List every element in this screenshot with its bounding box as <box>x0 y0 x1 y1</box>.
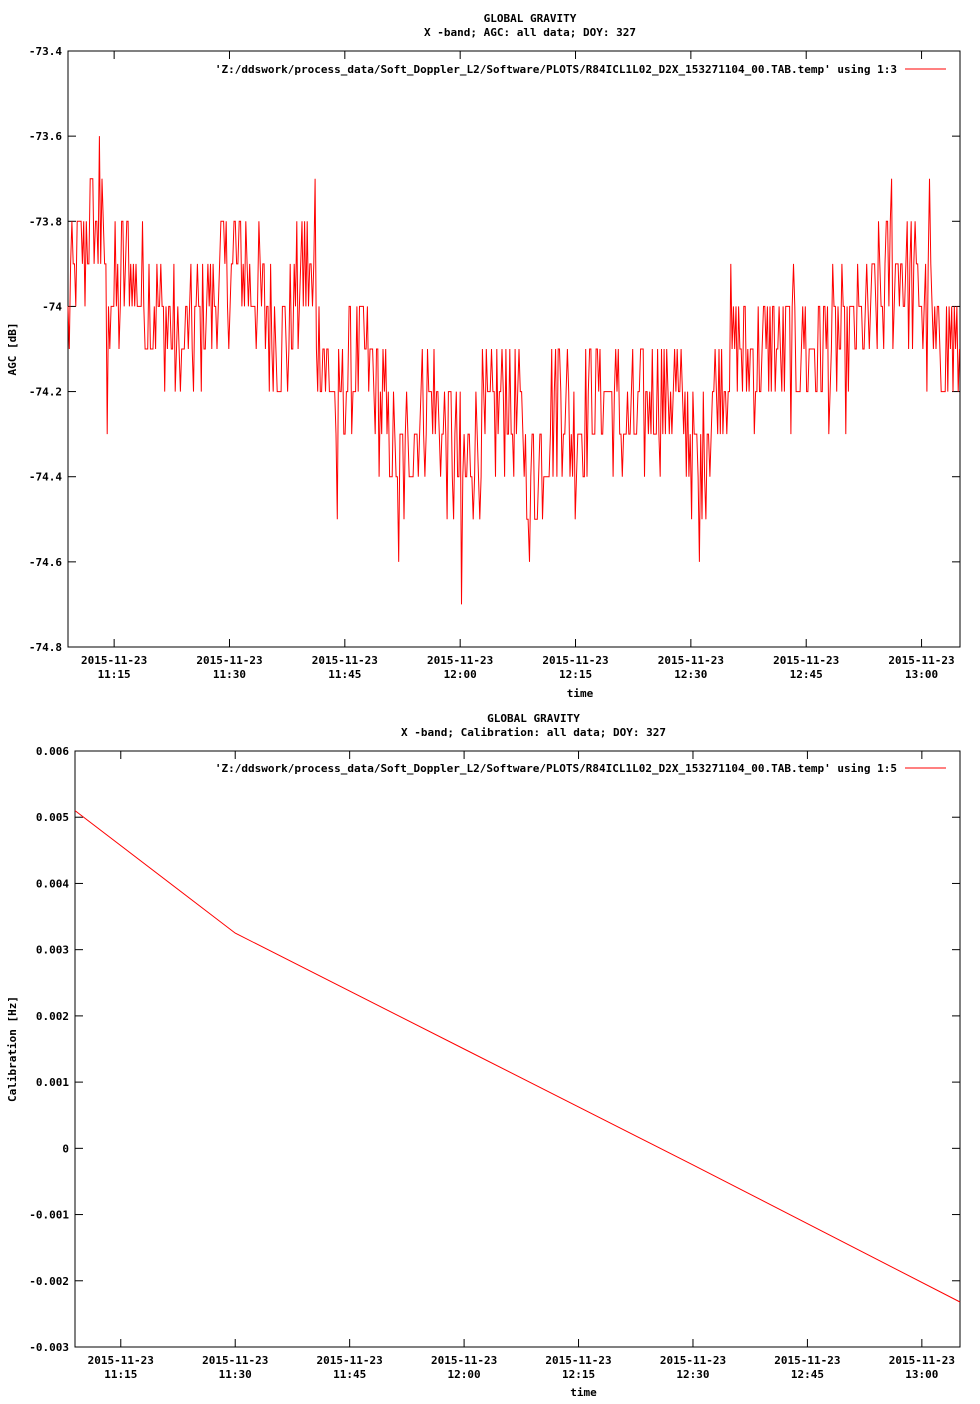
y-tick-label: 0.006 <box>36 745 69 758</box>
x-tick-label-date: 2015-11-23 <box>774 1354 840 1367</box>
y-axis-label: Calibration [Hz] <box>6 996 19 1102</box>
chart-title: GLOBAL GRAVITY <box>487 712 580 725</box>
chart-title: GLOBAL GRAVITY <box>484 12 577 25</box>
x-tick-label-date: 2015-11-23 <box>88 1354 154 1367</box>
x-tick-label-time: 12:00 <box>444 668 477 681</box>
y-tick-label: -74.4 <box>29 471 62 484</box>
x-tick-label-time: 12:15 <box>562 1368 595 1381</box>
y-tick-label: 0.005 <box>36 811 69 824</box>
x-tick-label-date: 2015-11-23 <box>81 654 147 667</box>
x-axis-label: time <box>570 1386 597 1399</box>
y-tick-label: 0.002 <box>36 1010 69 1023</box>
x-tick-label-time: 13:00 <box>905 1368 938 1381</box>
legend-label: 'Z:/ddswork/process_data/Soft_Doppler_L2… <box>215 63 897 76</box>
y-tick-label: -0.003 <box>29 1341 69 1354</box>
x-tick-label-date: 2015-11-23 <box>773 654 839 667</box>
x-tick-label-date: 2015-11-23 <box>317 1354 383 1367</box>
y-tick-label: 0.003 <box>36 944 69 957</box>
y-tick-label: 0.004 <box>36 877 69 890</box>
x-tick-label-time: 12:30 <box>676 1368 709 1381</box>
x-tick-label-time: 11:30 <box>213 668 246 681</box>
x-tick-label-date: 2015-11-23 <box>889 1354 955 1367</box>
y-tick-label: -74 <box>42 300 62 313</box>
y-tick-label: 0 <box>62 1142 69 1155</box>
x-tick-label-time: 11:15 <box>98 668 131 681</box>
x-tick-label-time: 11:45 <box>333 1368 366 1381</box>
x-tick-label-time: 12:30 <box>674 668 707 681</box>
series-line <box>74 810 961 1303</box>
x-tick-label-date: 2015-11-23 <box>312 654 378 667</box>
y-tick-label: -74.6 <box>29 556 62 569</box>
x-tick-label-time: 12:00 <box>448 1368 481 1381</box>
x-axis-label: time <box>567 687 594 700</box>
y-tick-label: -74.2 <box>29 386 62 399</box>
x-tick-label-time: 11:45 <box>328 668 361 681</box>
y-tick-label: -0.002 <box>29 1275 69 1288</box>
x-tick-label-date: 2015-11-23 <box>542 654 608 667</box>
y-tick-label: -0.001 <box>29 1209 69 1222</box>
x-tick-label-date: 2015-11-23 <box>427 654 493 667</box>
series-line <box>67 136 960 605</box>
x-tick-label-time: 11:30 <box>219 1368 252 1381</box>
x-tick-label-time: 12:15 <box>559 668 592 681</box>
x-tick-label-date: 2015-11-23 <box>202 1354 268 1367</box>
x-tick-label-time: 12:45 <box>790 668 823 681</box>
y-tick-label: -74.8 <box>29 641 62 654</box>
x-tick-label-date: 2015-11-23 <box>658 654 724 667</box>
chart-subtitle: X -band; Calibration: all data; DOY: 327 <box>401 726 666 739</box>
legend-label: 'Z:/ddswork/process_data/Soft_Doppler_L2… <box>215 762 897 775</box>
y-tick-label: -73.6 <box>29 130 62 143</box>
x-tick-label-date: 2015-11-23 <box>888 654 954 667</box>
y-tick-label: 0.001 <box>36 1076 69 1089</box>
plot-frame <box>74 750 961 1348</box>
x-tick-label-time: 12:45 <box>791 1368 824 1381</box>
y-tick-label: -73.4 <box>29 45 62 58</box>
x-tick-label-time: 11:15 <box>104 1368 137 1381</box>
plot-frame <box>67 50 961 648</box>
x-tick-label-date: 2015-11-23 <box>660 1354 726 1367</box>
x-tick-label-date: 2015-11-23 <box>431 1354 497 1367</box>
y-tick-label: -73.8 <box>29 215 62 228</box>
x-tick-label-date: 2015-11-23 <box>196 654 262 667</box>
y-axis-label: AGC [dB] <box>6 323 19 376</box>
x-tick-label-time: 13:00 <box>905 668 938 681</box>
x-tick-label-date: 2015-11-23 <box>545 1354 611 1367</box>
chart-subtitle: X -band; AGC: all data; DOY: 327 <box>424 26 636 39</box>
